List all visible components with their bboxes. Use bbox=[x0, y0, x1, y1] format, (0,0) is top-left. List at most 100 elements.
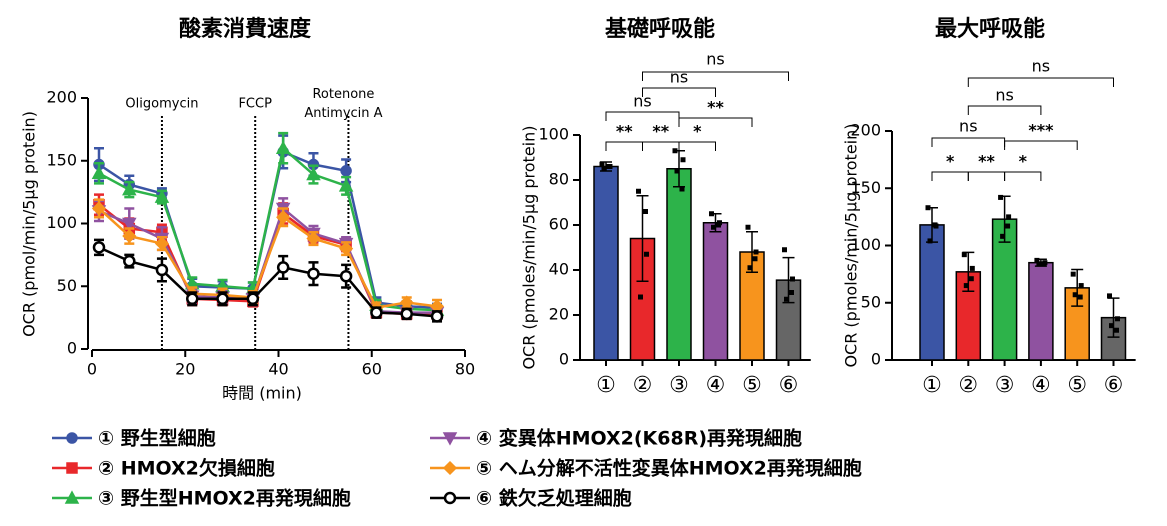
x-tick-label: 20 bbox=[175, 360, 195, 379]
treatment-label: FCCP bbox=[238, 97, 272, 112]
replicate-point bbox=[969, 265, 975, 271]
replicate-point bbox=[747, 265, 753, 271]
data-point bbox=[246, 292, 260, 306]
y-tick-label: 0 bbox=[559, 350, 569, 369]
significance-label: ns bbox=[995, 86, 1013, 105]
data-point bbox=[154, 236, 169, 251]
y-tick-label: 40 bbox=[549, 260, 569, 279]
significance-bracket bbox=[678, 117, 753, 127]
replicate-point bbox=[790, 276, 795, 282]
significance-bracket bbox=[931, 137, 1006, 147]
replicate-point bbox=[1115, 316, 1120, 322]
legend-marker bbox=[64, 490, 80, 504]
y-tick-label: 200 bbox=[46, 88, 77, 107]
error-bar bbox=[636, 195, 649, 282]
replicate-point bbox=[1070, 271, 1076, 277]
data-point bbox=[370, 306, 383, 319]
bar bbox=[593, 165, 619, 361]
series-line bbox=[98, 145, 438, 312]
data-point bbox=[339, 269, 353, 283]
x-tick-label: 80 bbox=[455, 360, 475, 379]
legend-marker bbox=[442, 432, 458, 446]
replicate-point bbox=[1041, 261, 1047, 267]
replicate-point bbox=[606, 164, 612, 169]
replicate-point bbox=[601, 166, 607, 172]
replicate-point bbox=[963, 283, 969, 289]
replicate-point bbox=[753, 249, 759, 255]
replicate-point bbox=[679, 186, 685, 192]
data-point bbox=[339, 241, 354, 256]
y-tick-label: 100 bbox=[850, 235, 881, 254]
significance-bracket bbox=[605, 111, 680, 121]
replicate-point bbox=[789, 290, 794, 295]
significance-label: ** bbox=[978, 152, 995, 171]
replicate-point bbox=[1109, 323, 1114, 329]
replicate-point bbox=[925, 205, 931, 211]
y-tick-label: 0 bbox=[67, 339, 77, 358]
significance-label: *** bbox=[1028, 121, 1054, 140]
legend-label: ① 野生型細胞 bbox=[98, 427, 216, 450]
significance-bracket bbox=[1004, 171, 1042, 181]
data-point bbox=[338, 178, 354, 192]
legend-marker bbox=[66, 462, 78, 474]
replicate-point bbox=[709, 211, 714, 217]
data-point bbox=[430, 310, 444, 323]
significance-bracket bbox=[678, 141, 716, 151]
legend-label: ④ 変異体HMOX2(K68R)再発現細胞 bbox=[476, 427, 802, 450]
replicate-point bbox=[932, 222, 938, 228]
replicate-point bbox=[1077, 294, 1083, 300]
y-tick-label: 100 bbox=[538, 125, 569, 144]
data-point bbox=[122, 228, 137, 244]
significance-label: ns bbox=[706, 50, 724, 69]
significance-label: * bbox=[1019, 152, 1028, 171]
chart-title: 最大呼吸能 bbox=[935, 16, 1045, 42]
significance-bracket bbox=[967, 77, 1114, 87]
x-tick-label: ① bbox=[922, 373, 942, 398]
y-axis-label: OCR (pmoles/min/5μg protein) bbox=[842, 123, 861, 367]
significance-label: ns bbox=[670, 68, 688, 87]
replicate-point bbox=[716, 222, 721, 228]
x-tick-label: 40 bbox=[268, 360, 288, 379]
replicate-point bbox=[784, 296, 789, 302]
replicate-point bbox=[1036, 261, 1042, 267]
error-bar bbox=[1071, 268, 1084, 307]
legend-label: ⑤ ヘム分解不活性変異体HMOX2再発現細胞 bbox=[476, 457, 862, 480]
data-point bbox=[155, 263, 169, 277]
y-tick-label: 80 bbox=[549, 170, 569, 189]
replicate-point bbox=[961, 252, 967, 258]
data-point bbox=[92, 241, 106, 254]
y-axis-label: OCR (pmoles/min/5μg protein) bbox=[520, 125, 539, 369]
legend-marker bbox=[442, 460, 458, 476]
replicate-point bbox=[1005, 223, 1011, 229]
data-point bbox=[400, 307, 413, 321]
significance-label: ** bbox=[616, 122, 633, 141]
replicate-point bbox=[643, 209, 648, 214]
replicate-point bbox=[1000, 233, 1006, 239]
x-tick-label: ① bbox=[596, 373, 616, 398]
replicate-point bbox=[1114, 327, 1119, 333]
x-tick-label: ⑤ bbox=[1067, 373, 1087, 398]
replicate-point bbox=[599, 161, 605, 167]
replicate-point bbox=[782, 247, 787, 253]
y-tick-label: 150 bbox=[46, 150, 77, 169]
replicate-point bbox=[680, 157, 686, 163]
treatment-label: Antimycin A bbox=[304, 106, 382, 121]
data-point bbox=[276, 261, 290, 274]
replicate-point bbox=[672, 148, 678, 154]
significance-label: ** bbox=[652, 122, 669, 141]
significance-bracket bbox=[605, 141, 643, 151]
replicate-point bbox=[1072, 292, 1078, 298]
data-point bbox=[306, 166, 321, 181]
y-tick-label: 150 bbox=[850, 178, 881, 197]
replicate-point bbox=[674, 168, 680, 174]
significance-bracket bbox=[967, 105, 1042, 115]
data-point bbox=[154, 189, 170, 203]
replicate-point bbox=[711, 224, 716, 230]
legend-label: ⑥ 鉄欠乏処理細胞 bbox=[476, 487, 632, 510]
x-tick-label: ④ bbox=[706, 373, 726, 398]
treatment-label: Rotenone bbox=[312, 87, 374, 102]
data-point bbox=[123, 254, 136, 268]
replicate-point bbox=[927, 238, 933, 244]
x-axis-label: 時間 (min) bbox=[222, 384, 302, 403]
bar bbox=[702, 222, 729, 361]
